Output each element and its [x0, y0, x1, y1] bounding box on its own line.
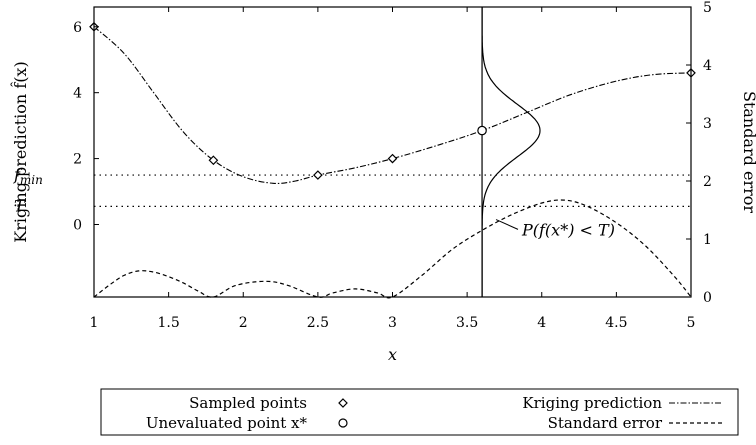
y-left-tick-label: 0 — [73, 218, 82, 234]
reference-label: fmin — [13, 165, 43, 187]
x-tick-label: 3.5 — [456, 315, 478, 331]
y-right-tick-label: 5 — [703, 0, 712, 16]
unevaluated-point — [477, 125, 487, 136]
legend-label: Sampled points — [189, 394, 307, 412]
annotation-pointer — [495, 219, 519, 230]
x-tick-label: 5 — [687, 315, 696, 331]
x-tick-label: 4.5 — [605, 315, 627, 331]
legend-label: Kriging prediction — [522, 394, 662, 412]
reference-label: T — [14, 196, 26, 215]
y-left-tick-label: 2 — [73, 152, 82, 168]
sampled-point — [208, 155, 219, 166]
x-axis-label: x — [388, 345, 397, 364]
probability-shaded-area — [482, 206, 483, 297]
y-right-tick-label: 1 — [703, 232, 712, 248]
y-left-tick-label: 6 — [73, 20, 82, 36]
x-tick-label: 1.5 — [157, 315, 179, 331]
plot-area: P(f(x*) < T) — [89, 7, 696, 299]
y-left-tick-label: 4 — [73, 86, 82, 102]
y-right-tick-label: 4 — [703, 58, 712, 74]
legend-label: Standard error — [548, 414, 663, 432]
legend-label: Unevaluated point x* — [146, 414, 308, 432]
legend-box — [100, 388, 739, 436]
annotation-label: P(f(x*) < T) — [521, 220, 615, 239]
error-distribution-curve — [481, 7, 541, 297]
sampled-point — [313, 170, 323, 180]
x-tick-label: 2 — [239, 315, 248, 331]
x-tick-label: 3 — [388, 315, 397, 331]
x-tick-label: 2.5 — [307, 315, 329, 331]
axes-frame — [93, 6, 692, 298]
y-right-tick-label: 2 — [703, 174, 712, 190]
legend-circle-marker — [338, 418, 348, 428]
legend: Sampled points Kriging prediction Unevalua… — [100, 388, 739, 436]
sampled-point — [387, 153, 398, 164]
y-right-tick-label: 0 — [703, 290, 712, 306]
kriging-prediction-curve — [93, 26, 692, 185]
y-right-tick-label: 3 — [703, 116, 712, 132]
x-tick-label: 1 — [90, 315, 99, 331]
x-tick-label: 4 — [537, 315, 546, 331]
legend-diamond-marker — [338, 398, 348, 408]
y-right-axis-label: Standard error — [740, 91, 756, 213]
y-left-axis-label: Kriging prediction f̂(x) — [11, 61, 30, 242]
standard-error-curve — [93, 199, 692, 299]
